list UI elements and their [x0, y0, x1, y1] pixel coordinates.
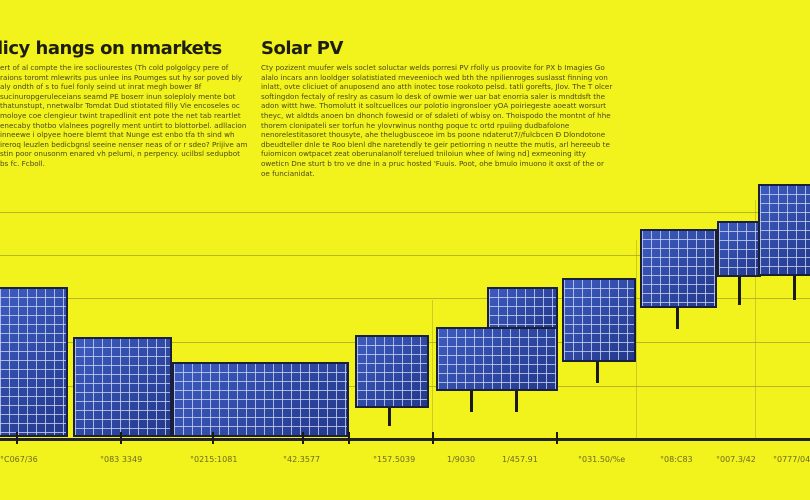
axis-label: °007.3/42	[716, 455, 756, 464]
panel-pole	[515, 387, 518, 412]
axis-tick	[16, 432, 18, 444]
solar-panel	[172, 362, 349, 437]
axis-label: °C067/36	[0, 455, 38, 464]
axis-tick	[212, 432, 214, 444]
solar-panel	[436, 327, 558, 391]
gridline	[0, 212, 810, 213]
solar-panel	[562, 278, 636, 362]
panel-pole	[676, 304, 679, 329]
axis-label: °08:C83	[660, 455, 693, 464]
solar-panel	[0, 287, 68, 437]
axis-label: 1/457.91	[502, 455, 538, 464]
panel-pole	[738, 273, 741, 305]
axis-label: °031.50/%e	[578, 455, 626, 464]
axis-tick	[348, 432, 350, 444]
panel-pole	[596, 358, 599, 383]
right-heading: Solar PV	[261, 38, 343, 59]
vertical-gridline	[432, 300, 433, 440]
axis-tick	[302, 432, 304, 444]
axis-label: °42.3577	[283, 455, 321, 464]
gridline	[0, 298, 810, 299]
axis-tick	[432, 432, 434, 444]
axis-label: °0777/04	[773, 455, 810, 464]
solar-panel	[355, 335, 429, 408]
gridline	[0, 255, 810, 256]
baseline-axis	[0, 438, 810, 441]
vertical-gridline	[755, 200, 756, 440]
axis-tick	[120, 432, 122, 444]
axis-tick	[556, 432, 558, 444]
axis-label: °157.5039	[373, 455, 416, 464]
solar-panel	[758, 184, 810, 276]
solar-panel	[487, 287, 558, 331]
axis-label: °083 3349	[100, 455, 143, 464]
panel-pole	[388, 404, 391, 426]
solar-panel	[717, 221, 761, 277]
axis-label: °0215:1081	[190, 455, 238, 464]
right-body-text: Cty pozizent muufer wels soclet soluctar…	[261, 63, 613, 178]
solar-panel	[640, 229, 717, 308]
panel-pole	[793, 272, 796, 300]
left-body-text: ert of al compte the ire socliourestes (…	[0, 63, 248, 168]
left-heading: licy hangs on nmarkets	[0, 38, 222, 59]
axis-label: 1/9030	[447, 455, 476, 464]
vertical-gridline	[636, 240, 637, 440]
panel-pole	[470, 387, 473, 412]
solar-panel	[73, 337, 172, 437]
